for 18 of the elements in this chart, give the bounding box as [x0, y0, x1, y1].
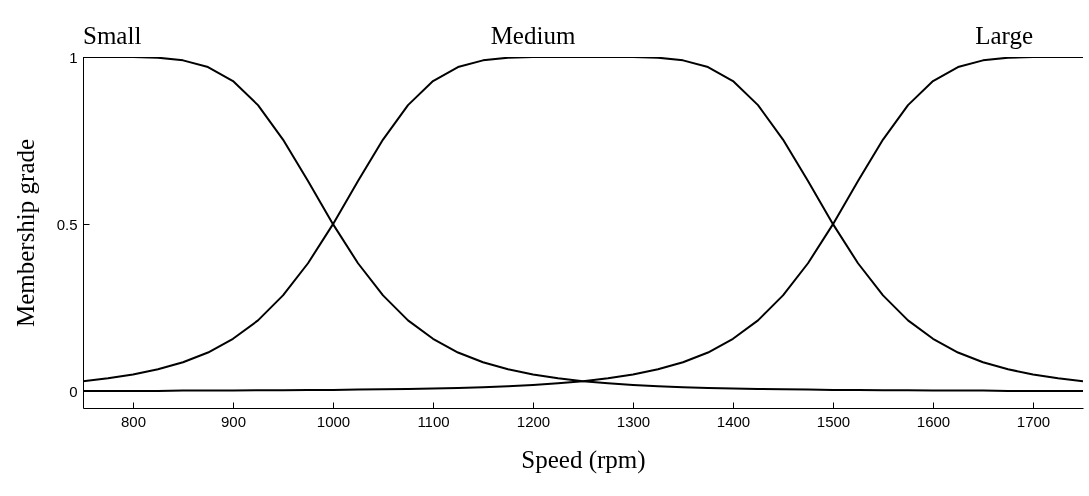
series-label: Medium: [490, 22, 576, 49]
y-axis-title: Membership grade: [11, 138, 39, 328]
x-tick-label: 1500: [816, 412, 851, 430]
x-tick-label: 900: [220, 412, 247, 430]
y-tick-label: 0.5: [56, 215, 78, 233]
x-tick-label: 1000: [316, 412, 351, 430]
x-tick-label: 1200: [516, 412, 551, 430]
series-label: Large: [975, 22, 1033, 49]
x-tick-label: 1100: [417, 412, 450, 430]
x-tick-label: 1700: [1016, 412, 1051, 430]
y-tick-label: 1: [69, 48, 78, 66]
series-label: Small: [83, 22, 142, 49]
x-axis-title: Speed (rpm): [521, 445, 646, 474]
x-tick-label: 1400: [716, 412, 751, 430]
x-tick-label: 800: [120, 412, 147, 430]
x-tick-label: 1600: [916, 412, 951, 430]
x-tick-label: 1300: [616, 412, 651, 430]
y-tick-label: 0: [69, 382, 78, 400]
